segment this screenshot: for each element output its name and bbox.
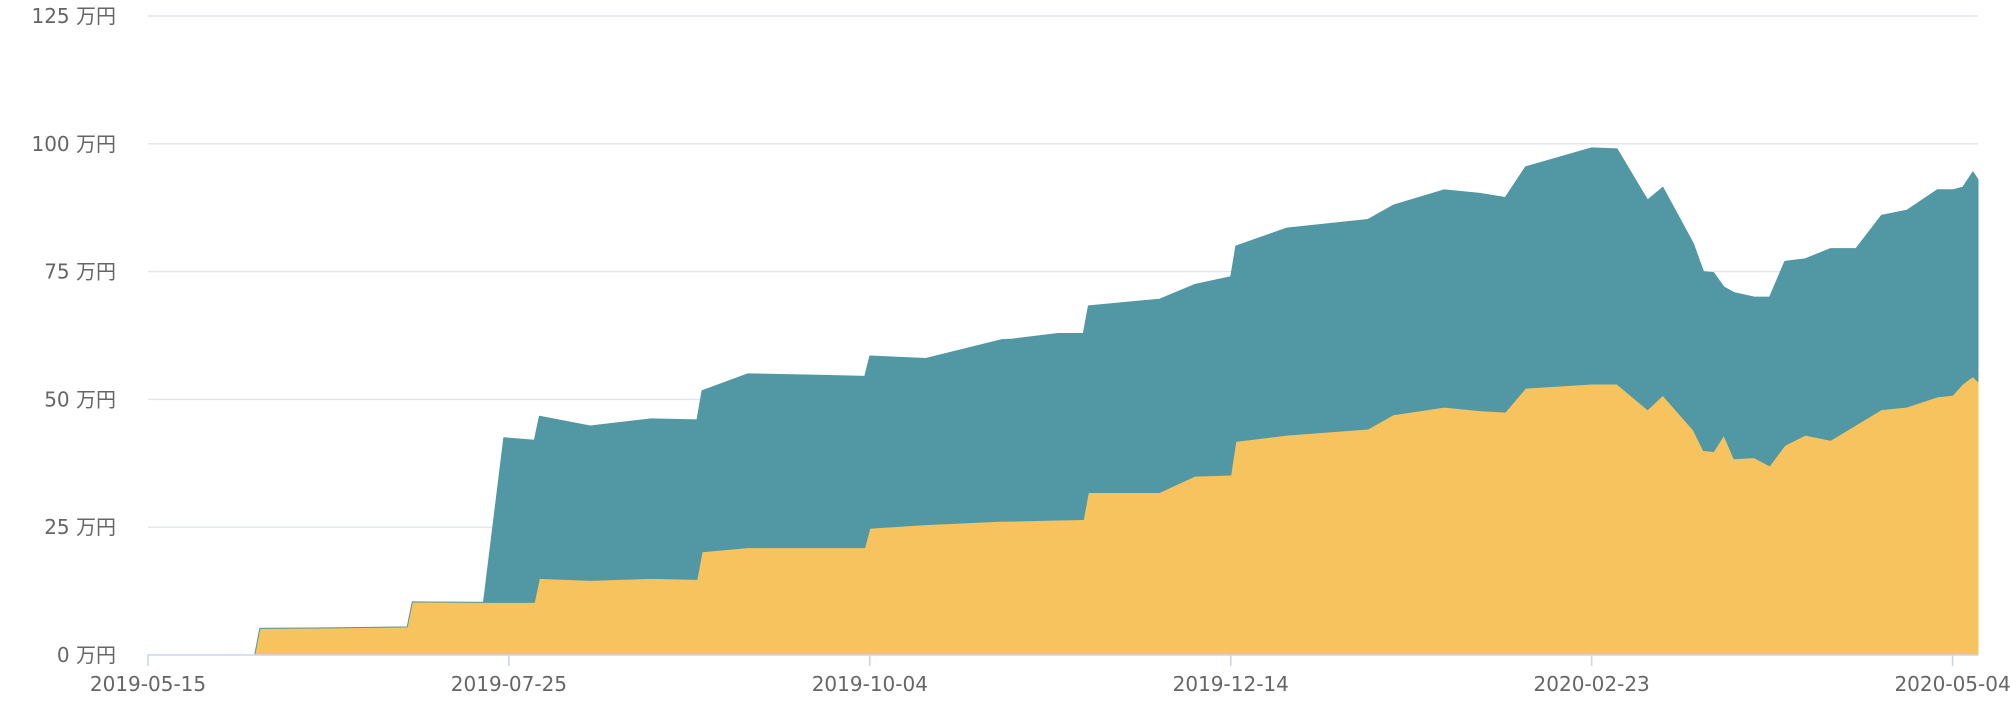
series-area-2 bbox=[147, 147, 1979, 656]
x-tick-label: 2019-07-25 bbox=[451, 672, 567, 696]
y-tick-label: 50 万円 bbox=[44, 387, 116, 411]
x-axis-tick-labels: 2019-05-15 2019-07-25 2019-10-04 2019-12-14… bbox=[90, 672, 2010, 696]
x-tick-label: 2019-10-04 bbox=[812, 672, 928, 696]
x-tick-label: 2020-05-04 bbox=[1894, 672, 2010, 696]
x-tick-label: 2019-05-15 bbox=[90, 672, 206, 696]
y-axis-tick-labels: 0 万円 25 万円 50 万円 75 万円 100 万円 125 万円 bbox=[31, 4, 116, 667]
y-tick-label: 100 万円 bbox=[31, 132, 116, 156]
x-tick-label: 2020-02-23 bbox=[1534, 672, 1650, 696]
x-axis bbox=[147, 654, 1978, 666]
y-tick-label: 125 万円 bbox=[31, 4, 116, 28]
y-tick-label: 25 万円 bbox=[44, 515, 116, 539]
y-tick-label: 0 万円 bbox=[57, 643, 116, 667]
y-tick-label: 75 万円 bbox=[44, 260, 116, 284]
x-tick-label: 2019-12-14 bbox=[1173, 672, 1289, 696]
series-areas bbox=[147, 147, 1979, 656]
